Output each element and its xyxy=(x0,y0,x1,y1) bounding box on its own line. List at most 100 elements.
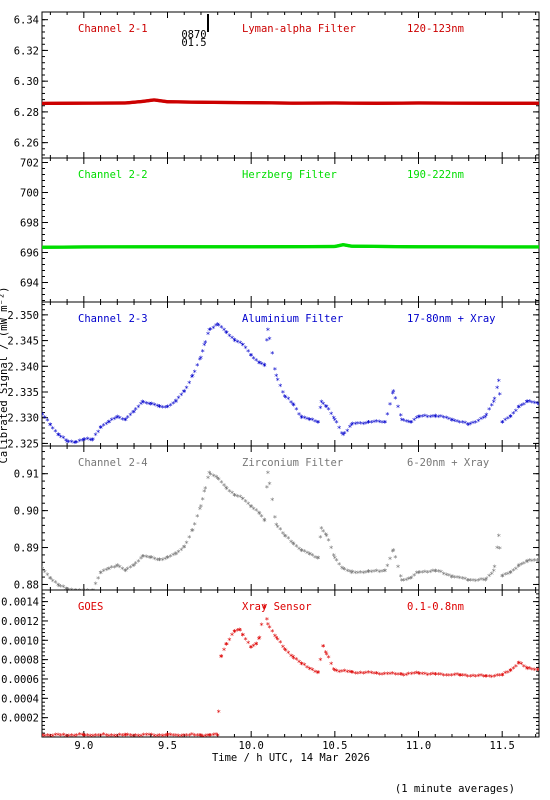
data-point: * xyxy=(455,574,460,583)
data-point: * xyxy=(417,670,422,679)
data-point: * xyxy=(128,732,133,741)
data-point: * xyxy=(497,545,502,554)
data-point: * xyxy=(48,575,53,584)
data-point: * xyxy=(216,322,221,331)
data-point: * xyxy=(396,563,401,572)
data-point: * xyxy=(522,663,527,672)
data-point: * xyxy=(206,732,211,741)
data-point: * xyxy=(307,666,312,675)
data-point: * xyxy=(471,577,476,586)
data-point: * xyxy=(449,672,454,681)
panel-title: Channel 2-3 xyxy=(78,313,148,325)
data-point: * xyxy=(489,570,494,579)
data-point: * xyxy=(257,360,262,369)
data-point: * xyxy=(372,670,377,679)
series-2 xyxy=(42,243,539,249)
data-point: * xyxy=(248,644,253,653)
data-point: * xyxy=(200,733,205,742)
data-point: * xyxy=(69,587,74,596)
data-point: * xyxy=(505,669,510,678)
data-point: * xyxy=(184,732,189,741)
data-point: * xyxy=(321,643,326,652)
data-point: * xyxy=(369,568,374,577)
data-point: * xyxy=(441,570,446,579)
data-point: * xyxy=(441,672,446,681)
data-point: * xyxy=(439,413,444,422)
data-point: * xyxy=(107,419,112,428)
panel-2: 694 696 698 700 702 Channel 2-2 Herzberg Filte… xyxy=(20,157,540,303)
data-point: * xyxy=(262,516,267,525)
data-point: * xyxy=(481,673,486,682)
data-point: * xyxy=(393,395,398,404)
data-point: * xyxy=(500,573,505,582)
data-point: * xyxy=(200,348,205,357)
data-point: * xyxy=(326,406,331,415)
data-point: * xyxy=(420,569,425,578)
data-point: * xyxy=(120,416,125,425)
data-point: * xyxy=(198,505,203,514)
data-point: * xyxy=(171,552,176,561)
data-point: * xyxy=(420,671,425,680)
data-point: * xyxy=(436,413,441,422)
data-point: * xyxy=(487,572,492,581)
x-axis-label: Time / h UTC, 14 Mar 2026 xyxy=(212,752,370,764)
y-tick-label: 6.30 xyxy=(14,76,39,88)
data-point: * xyxy=(192,732,197,741)
data-point: * xyxy=(238,339,243,348)
data-point: * xyxy=(74,732,79,741)
data-point: * xyxy=(123,416,128,425)
data-point: * xyxy=(315,419,320,428)
data-point: * xyxy=(152,402,157,411)
data-point: * xyxy=(93,581,98,590)
data-point: * xyxy=(64,585,69,594)
data-point: * xyxy=(425,414,430,423)
data-point: * xyxy=(468,421,473,430)
data-point: * xyxy=(40,566,45,575)
data-point: * xyxy=(404,418,409,427)
data-point: * xyxy=(88,436,93,445)
panel-filter-label: Zirconium Filter xyxy=(242,457,343,469)
data-point: * xyxy=(527,557,532,566)
data-point: * xyxy=(441,414,446,423)
data-point: * xyxy=(319,525,324,534)
panel-band-label: 190-222nm xyxy=(407,169,464,181)
data-point: * xyxy=(61,435,66,444)
data-point: * xyxy=(366,419,371,428)
data-point: * xyxy=(414,570,419,579)
data-point: * xyxy=(452,672,457,681)
data-point: * xyxy=(537,556,542,565)
data-point: * xyxy=(227,332,232,341)
data-point: * xyxy=(148,555,153,564)
data-point: * xyxy=(334,419,339,428)
data-point: * xyxy=(414,414,419,423)
data-point: * xyxy=(289,538,294,547)
data-point: * xyxy=(350,569,355,578)
data-point: * xyxy=(160,732,165,741)
data-point: * xyxy=(425,569,430,578)
data-point: * xyxy=(53,579,58,588)
data-point: * xyxy=(282,646,287,655)
data-point: * xyxy=(286,535,291,544)
data-point: * xyxy=(428,671,433,680)
data-point: * xyxy=(58,732,63,741)
data-point: * xyxy=(207,732,212,741)
data-point: * xyxy=(165,732,170,741)
data-point: * xyxy=(128,412,133,421)
data-point: * xyxy=(168,732,173,741)
data-point: * xyxy=(203,733,208,742)
data-point: * xyxy=(171,400,176,409)
data-point: * xyxy=(257,510,262,519)
data-point: * xyxy=(452,418,457,427)
data-point: * xyxy=(399,671,404,680)
data-point: * xyxy=(417,413,422,422)
data-point: * xyxy=(275,523,280,532)
data-point: * xyxy=(299,660,304,669)
data-point: * xyxy=(398,671,403,680)
footnote: (1 minute averages) xyxy=(395,783,515,795)
data-point: * xyxy=(321,643,326,652)
data-point: * xyxy=(117,564,122,573)
data-point: * xyxy=(497,391,502,400)
data-point: * xyxy=(496,532,501,541)
data-point: * xyxy=(503,571,508,580)
data-point: * xyxy=(136,733,141,742)
